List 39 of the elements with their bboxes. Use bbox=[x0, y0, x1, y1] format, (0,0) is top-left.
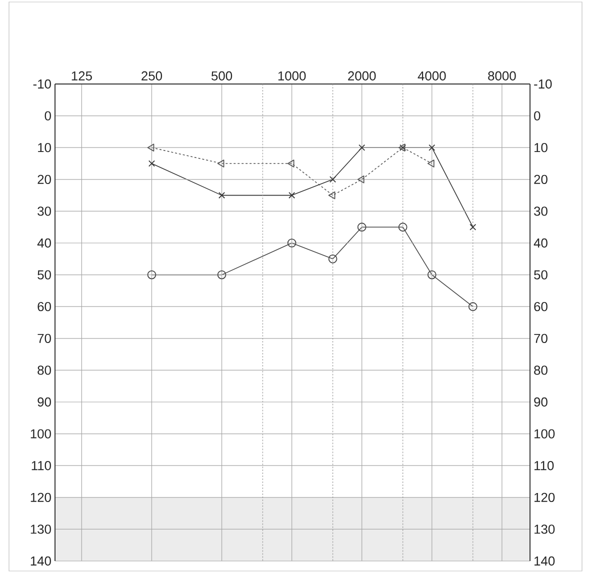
x-tick-label: 4000 bbox=[418, 71, 446, 80]
y2-tick-label: 70 bbox=[534, 334, 548, 343]
y-tick-label: 70 bbox=[38, 334, 51, 343]
x-tick-label: 500 bbox=[211, 71, 232, 80]
y-tick-label: 0 bbox=[44, 111, 51, 120]
x-tick-label: 250 bbox=[142, 71, 162, 80]
y-tick-label: 80 bbox=[38, 366, 51, 375]
y2-tick-label: 0 bbox=[534, 111, 540, 120]
y-tick-label: 20 bbox=[38, 174, 51, 184]
y2-tick-label: 130 bbox=[534, 524, 555, 534]
y-tick-label: 30 bbox=[38, 206, 51, 216]
y-tick-label: 90 bbox=[38, 397, 51, 407]
y-tick-label: 50 bbox=[38, 270, 51, 280]
y2-tick-label: 10 bbox=[534, 143, 548, 152]
y2-tick-label: 30 bbox=[534, 206, 548, 216]
y2-tick-label: 100 bbox=[534, 429, 555, 438]
y-tick-label: 140 bbox=[30, 556, 51, 566]
x-tick-label: 2000 bbox=[348, 71, 376, 80]
y2-tick-label: 40 bbox=[534, 238, 548, 248]
x-tick-label: 125 bbox=[72, 71, 92, 80]
y2-tick-label: 140 bbox=[534, 556, 555, 566]
y2-tick-label: 80 bbox=[534, 366, 548, 375]
y-tick-label: 100 bbox=[30, 429, 51, 438]
y2-tick-label: 110 bbox=[534, 461, 554, 470]
y2-tick-label: 50 bbox=[534, 270, 548, 280]
y2-tick-label: 20 bbox=[534, 174, 548, 184]
y-tick-label: 130 bbox=[30, 524, 51, 534]
x-tick-label: 8000 bbox=[488, 71, 516, 80]
y2-tick-label: 120 bbox=[534, 492, 555, 502]
y-tick-label: 60 bbox=[38, 302, 51, 312]
x-tick-label: 1000 bbox=[278, 71, 306, 80]
y2-tick-label: 60 bbox=[534, 302, 548, 312]
y-tick-label: 120 bbox=[30, 492, 51, 502]
y2-tick-label: 90 bbox=[534, 397, 548, 407]
y-tick-label: -10 bbox=[33, 79, 51, 89]
y2-tick-label: -10 bbox=[534, 79, 552, 89]
y-tick-label: 110 bbox=[32, 461, 51, 470]
y-tick-label: 10 bbox=[38, 143, 51, 152]
y-tick-label: 40 bbox=[37, 238, 51, 248]
